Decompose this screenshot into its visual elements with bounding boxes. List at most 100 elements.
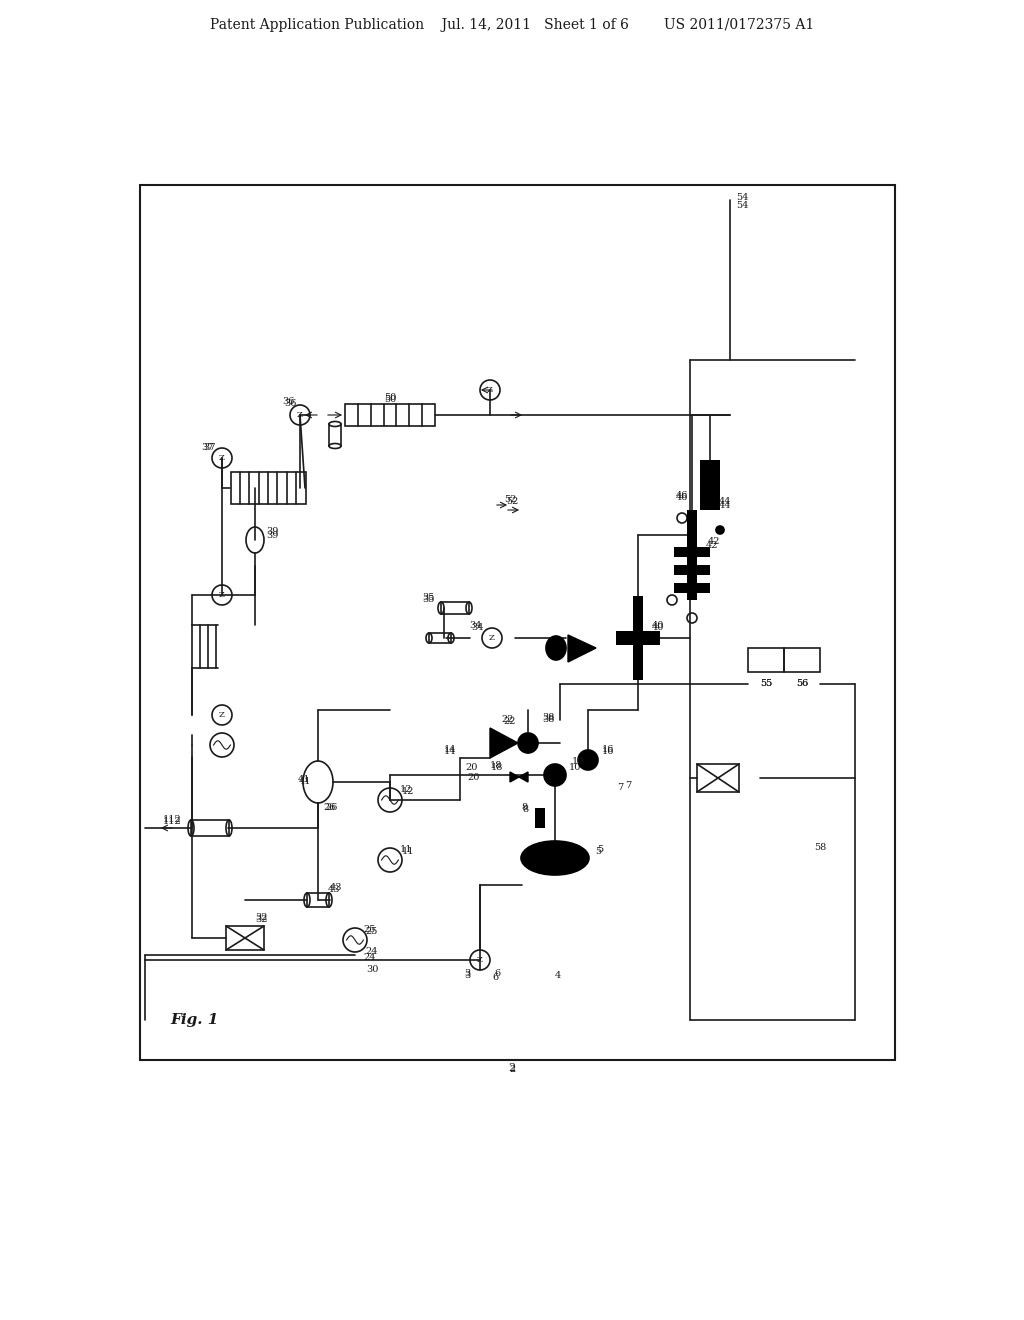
Bar <box>687 510 697 601</box>
Text: 12: 12 <box>399 785 413 795</box>
Ellipse shape <box>518 733 538 752</box>
Text: 36: 36 <box>282 397 294 407</box>
Text: 6: 6 <box>492 974 498 982</box>
Text: Z: Z <box>487 385 493 393</box>
Bar <box>674 583 710 593</box>
Text: 18: 18 <box>490 763 503 772</box>
Bar <box>784 648 820 672</box>
Polygon shape <box>568 635 596 663</box>
Text: Patent Application Publication    Jul. 14, 2011   Sheet 1 of 6        US 2011/01: Patent Application Publication Jul. 14, … <box>210 18 814 32</box>
Text: 8: 8 <box>521 804 527 813</box>
Text: 40: 40 <box>652 622 665 631</box>
Text: 20: 20 <box>468 774 480 783</box>
Text: 56: 56 <box>796 680 808 689</box>
Bar <box>226 927 264 950</box>
Bar <box>616 631 660 645</box>
Text: 3: 3 <box>464 970 470 979</box>
Bar <box>345 404 435 426</box>
Bar <box>441 602 469 614</box>
Text: 50: 50 <box>384 396 396 404</box>
Text: 58: 58 <box>814 843 826 853</box>
Ellipse shape <box>578 750 598 770</box>
Text: 43: 43 <box>328 886 340 895</box>
Bar <box>307 894 329 907</box>
Text: 112: 112 <box>163 816 181 825</box>
Text: 5: 5 <box>595 847 601 857</box>
Ellipse shape <box>716 525 724 535</box>
Text: 24: 24 <box>364 953 376 962</box>
Text: 41: 41 <box>298 776 310 784</box>
Bar <box>633 597 643 680</box>
Text: 37: 37 <box>202 442 214 451</box>
Text: 32: 32 <box>256 913 268 923</box>
Text: 35: 35 <box>422 595 434 605</box>
Ellipse shape <box>521 841 589 875</box>
Text: 37: 37 <box>204 442 216 451</box>
Text: 14: 14 <box>443 747 457 756</box>
Bar <box>140 185 895 1060</box>
Text: Z: Z <box>219 711 225 719</box>
Text: 38: 38 <box>542 714 554 722</box>
Bar <box>429 634 451 643</box>
Text: 42: 42 <box>706 540 718 549</box>
Ellipse shape <box>546 636 566 660</box>
Text: 12: 12 <box>401 788 415 796</box>
Text: 40: 40 <box>652 623 665 632</box>
Bar <box>191 820 229 836</box>
Text: Z: Z <box>297 411 303 418</box>
Bar <box>700 459 720 510</box>
Text: 16: 16 <box>602 746 614 755</box>
Text: 34: 34 <box>472 623 484 632</box>
Text: 20: 20 <box>466 763 478 772</box>
Ellipse shape <box>544 764 566 785</box>
Text: 54: 54 <box>736 194 749 202</box>
Text: 10: 10 <box>568 763 582 772</box>
Text: 56: 56 <box>796 680 808 689</box>
Text: 52: 52 <box>506 498 518 507</box>
Text: 42: 42 <box>708 537 720 546</box>
Text: 3: 3 <box>464 969 470 978</box>
Text: 46: 46 <box>676 491 688 500</box>
Text: Fig. 1: Fig. 1 <box>170 1012 218 1027</box>
Text: 7: 7 <box>616 784 624 792</box>
Text: 18: 18 <box>489 760 502 770</box>
Text: 36: 36 <box>284 400 296 408</box>
Text: 4: 4 <box>555 970 561 979</box>
Text: 14: 14 <box>443 746 457 755</box>
Text: 2: 2 <box>509 1065 515 1074</box>
Text: 52: 52 <box>504 495 516 504</box>
Text: 26: 26 <box>324 804 336 813</box>
Polygon shape <box>510 772 528 781</box>
Text: 55: 55 <box>760 680 772 689</box>
Text: 32: 32 <box>256 916 268 924</box>
Text: 5: 5 <box>597 846 603 854</box>
Bar <box>674 546 710 557</box>
Text: 46: 46 <box>676 494 688 503</box>
Text: Z: Z <box>489 634 495 642</box>
Text: 39: 39 <box>266 528 279 536</box>
Text: 30: 30 <box>366 965 378 974</box>
Text: 54: 54 <box>736 201 749 210</box>
Text: 25: 25 <box>366 928 378 936</box>
Bar <box>748 648 784 672</box>
Text: 11: 11 <box>401 847 415 857</box>
Text: 11: 11 <box>399 846 413 854</box>
Bar <box>674 565 710 576</box>
Text: 7: 7 <box>625 780 631 789</box>
Text: 26: 26 <box>326 804 338 813</box>
Text: 55: 55 <box>760 680 772 689</box>
Text: 24: 24 <box>366 948 378 957</box>
Text: 16: 16 <box>602 747 614 756</box>
Text: 35: 35 <box>422 594 434 602</box>
Text: 25: 25 <box>364 925 376 935</box>
Polygon shape <box>490 729 518 758</box>
Text: 41: 41 <box>299 777 311 787</box>
Text: 44: 44 <box>719 500 731 510</box>
Text: 22: 22 <box>502 715 514 725</box>
Text: 8: 8 <box>522 805 528 814</box>
Text: 2: 2 <box>509 1063 515 1073</box>
Text: 38: 38 <box>542 715 554 725</box>
Text: 112: 112 <box>163 817 181 826</box>
Text: Z: Z <box>477 956 483 964</box>
Bar <box>697 764 739 792</box>
